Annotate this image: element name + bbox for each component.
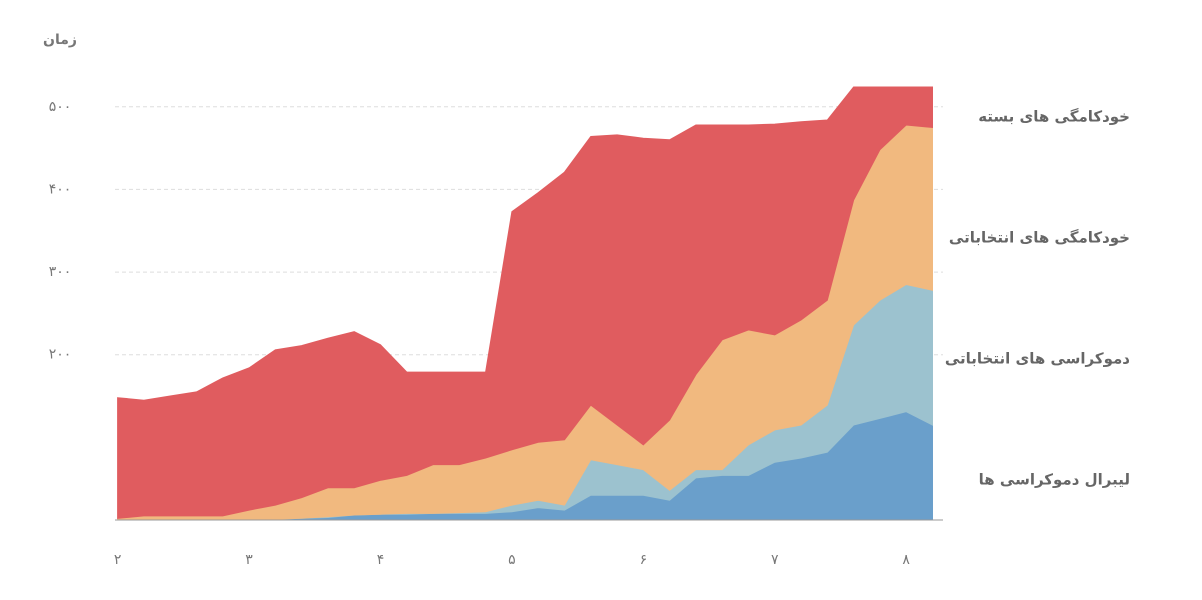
x-tick-label: ۷ — [771, 552, 779, 568]
y-tick-label: ۴۰۰ — [49, 181, 72, 197]
area — [117, 86, 933, 519]
legend-label: دموکراسی های انتخاباتی — [945, 350, 1130, 368]
y-tick-label: ۵۰۰ — [49, 99, 72, 115]
legend-label: لیبرال دموکراسی ها — [979, 471, 1130, 489]
x-tick-label: ۴ — [377, 552, 385, 568]
x-tick-label: ۲ — [114, 552, 122, 568]
y-tick-label: ۳۰۰ — [49, 264, 72, 280]
x-tick-label: ۸ — [902, 552, 910, 568]
x-tick-label: ۵ — [508, 552, 516, 568]
y-tick-label: ۲۰۰ — [49, 347, 72, 363]
x-tick-label: ۶ — [640, 552, 648, 568]
legend-label: خودکامگی های بسته — [978, 108, 1130, 126]
x-tick-label: ۳ — [245, 552, 253, 568]
y-axis-label: زمان — [43, 32, 77, 48]
legend-label: خودکامگی های انتخاباتی — [949, 229, 1130, 247]
